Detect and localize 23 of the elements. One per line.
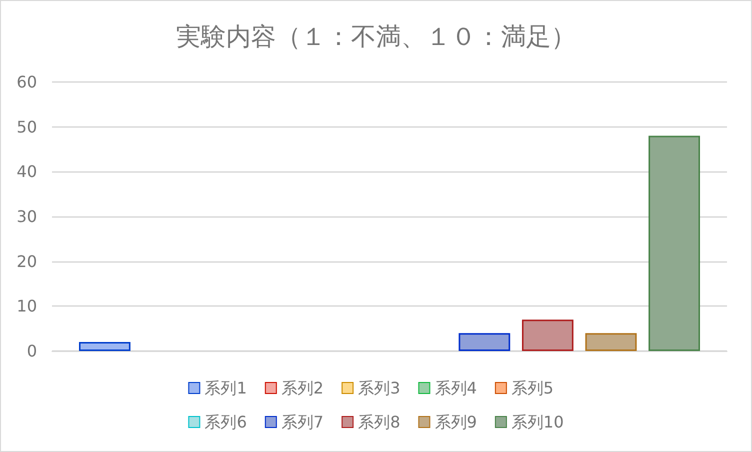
legend-label: 系列9 [434,412,477,432]
y-tick-label: 50 [16,117,37,136]
legend-label: 系列8 [358,412,400,432]
legend-label: 系列1 [204,378,247,398]
legend-label: 系列6 [204,412,247,432]
y-tick-label: 60 [16,72,37,92]
bar [79,342,130,351]
legend-label: 系列7 [281,412,324,432]
y-tick-label: 20 [16,252,37,271]
y-tick-label: 0 [26,342,37,360]
chart-title: 実験内容（１：不満、１０：満足） [176,22,576,51]
y-tick-label: 10 [16,296,37,316]
legend-label: 系列10 [511,412,564,432]
y-tick-label: 30 [16,207,37,226]
bar [648,136,700,351]
legend-label: 系列3 [358,378,400,398]
legend-label: 系列5 [511,378,554,398]
legend-label: 系列2 [281,378,324,398]
bar [458,333,510,351]
bar [522,320,574,351]
y-tick-label: 40 [16,162,37,182]
bar [585,333,637,351]
legend-label: 系列4 [434,378,477,398]
